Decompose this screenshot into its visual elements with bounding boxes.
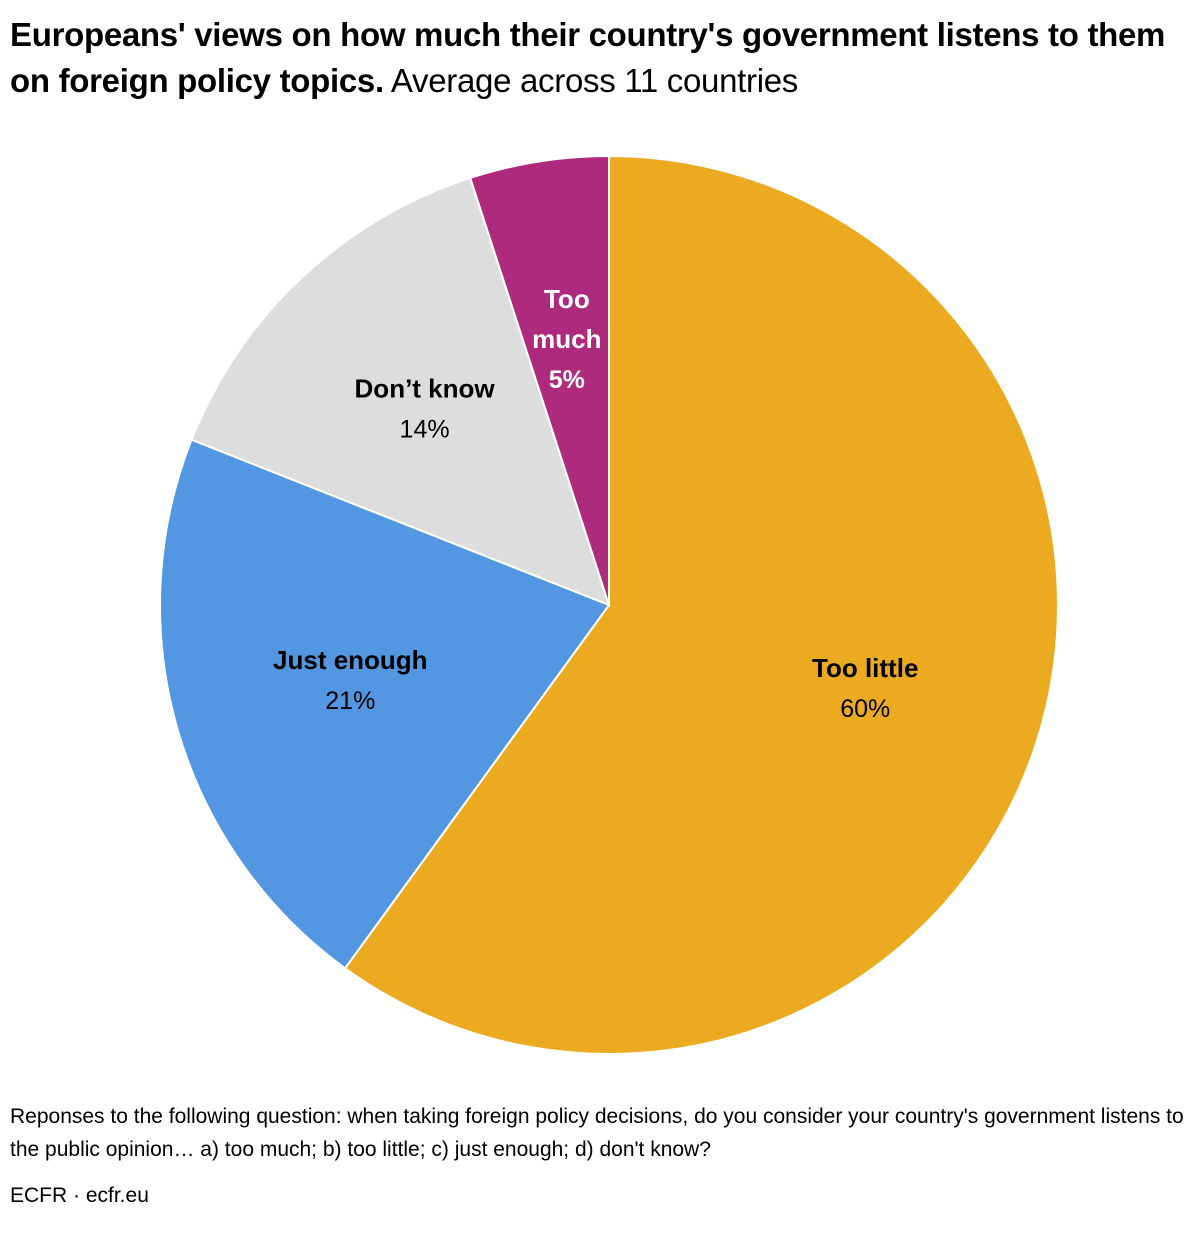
slice-label: Just enough — [273, 645, 428, 675]
chart-title: Europeans' views on how much their count… — [10, 12, 1200, 104]
slice-label: much — [532, 324, 601, 354]
pie-slice-just-enough — [159, 438, 611, 970]
pie-slice-too-much — [468, 154, 610, 606]
chart-subtitle: Average across 11 countries — [390, 62, 798, 99]
slice-value-label: 14% — [400, 416, 450, 444]
slice-value-label: 21% — [325, 687, 375, 715]
slice-label: Too — [544, 284, 590, 314]
source: ECFR · ecfr.eu — [10, 1184, 149, 1207]
slice-value-label: 60% — [840, 695, 890, 723]
pie-slice-too-little — [343, 154, 1059, 1055]
slice-label: Don’t know — [355, 374, 496, 404]
slice-label: Too little — [812, 653, 918, 683]
title-main: Europeans' views on how much their count… — [10, 16, 1166, 99]
slice-value-label: 5% — [549, 366, 585, 394]
footnote: Reponses to the following question: when… — [10, 1105, 1184, 1161]
